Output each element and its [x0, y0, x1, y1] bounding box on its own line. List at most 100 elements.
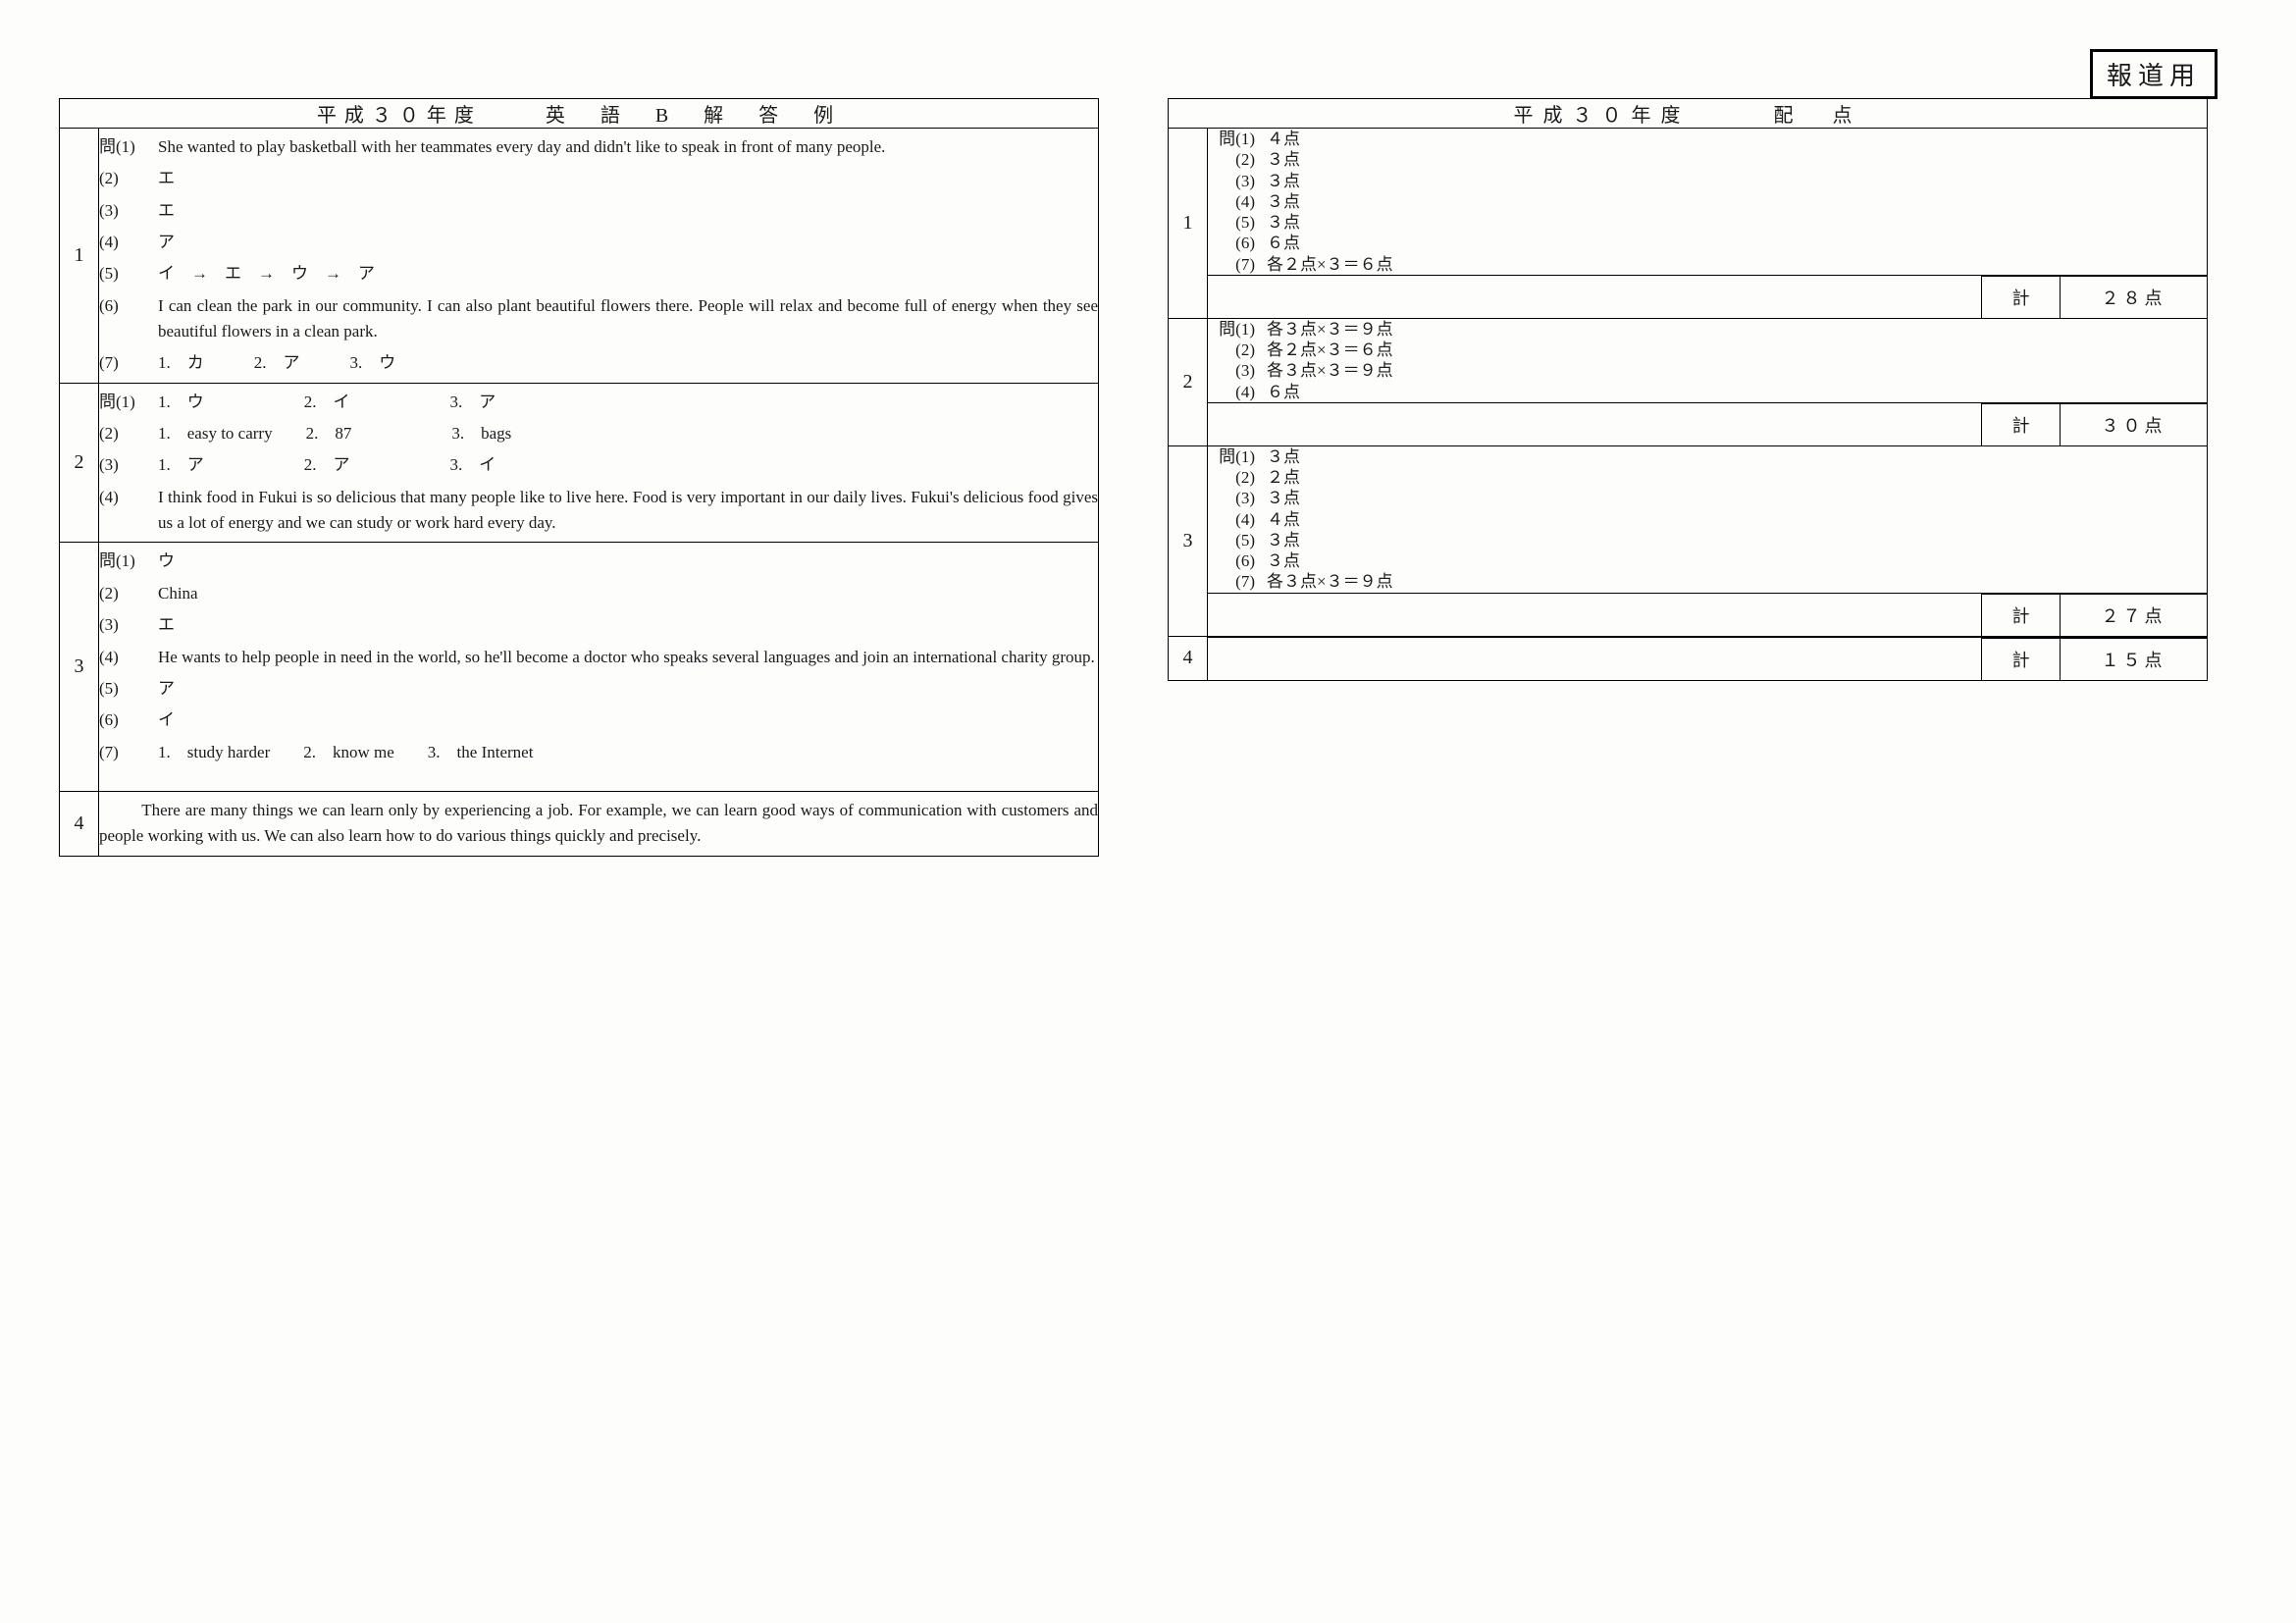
pt-label: (5)	[1208, 530, 1267, 550]
pt-label: (2)	[1208, 467, 1267, 488]
q-body: ウ	[158, 549, 1098, 574]
pt-val: ３点	[1267, 530, 1300, 550]
points-row: 2 問(1)各３点×３＝９点 (2)各２点×３＝６点 (3)各３点×３＝９点 (…	[1169, 318, 2208, 402]
q-label: (4)	[99, 485, 158, 537]
subtotal-label: 計	[1981, 276, 2060, 318]
subtotal-row: 計 １５点	[1169, 637, 2208, 680]
q-label: 問(1)	[99, 134, 158, 160]
section-content: There are many things we can learn only …	[99, 791, 1099, 856]
pt-label: (4)	[1208, 509, 1267, 530]
pt-val: 各２点×３＝６点	[1267, 254, 1393, 275]
pt-label: 問(1)	[1208, 129, 1267, 149]
q-label: (3)	[99, 612, 158, 638]
section-row: 4 There are many things we can learn onl…	[60, 791, 1099, 856]
press-stamp: 報道用	[2090, 49, 2218, 99]
pt-label: (5)	[1208, 212, 1267, 233]
q-label: (5)	[99, 676, 158, 702]
points-content: 問(1)４点 (2)３点 (3)３点 (4)３点 (5)３点 (6)６点 (7)…	[1208, 129, 2208, 276]
pt-val: 各３点×３＝９点	[1267, 360, 1393, 381]
pt-label: (3)	[1208, 488, 1267, 508]
pt-val: 各３点×３＝９点	[1267, 319, 1393, 340]
q-label: (4)	[99, 230, 158, 255]
subtotal-label: 計	[1981, 403, 2060, 445]
section-number: 1	[60, 129, 99, 384]
section-number: 3	[60, 543, 99, 791]
subtotal-row: 計 ２８点	[1169, 275, 2208, 318]
q-body: 1. study harder 2. know me 3. the Intern…	[158, 740, 1098, 765]
pt-val: ３点	[1267, 171, 1300, 191]
q-body: イ → エ → ウ → ア	[158, 261, 1098, 287]
q-body: エ	[158, 198, 1098, 224]
q-body: He wants to help people in need in the w…	[158, 645, 1098, 670]
subtotal-row: 計 ２７点	[1169, 593, 2208, 636]
points-row: 1 問(1)４点 (2)３点 (3)３点 (4)３点 (5)３点 (6)６点 (…	[1169, 129, 2208, 276]
q-label: (2)	[99, 421, 158, 446]
points-row: 3 問(1)３点 (2)２点 (3)３点 (4)４点 (5)３点 (6)３点 (…	[1169, 445, 2208, 593]
q-label: (7)	[99, 350, 158, 376]
pt-label: (2)	[1208, 340, 1267, 360]
points-title: 配 点	[1774, 99, 1862, 128]
q-label: (2)	[99, 166, 158, 191]
pt-val: ６点	[1267, 233, 1300, 253]
q-body: ア	[158, 230, 1098, 255]
q-label: 問(1)	[99, 549, 158, 574]
section-row: 1 問(1)She wanted to play basketball with…	[60, 129, 1099, 384]
pt-label: (4)	[1208, 382, 1267, 402]
section-number: 2	[1169, 318, 1208, 445]
q-label: (4)	[99, 645, 158, 670]
subtotal-label: 計	[1981, 594, 2060, 636]
section-content: 問(1)She wanted to play basketball with h…	[99, 129, 1099, 384]
q-label: 問(1)	[99, 390, 158, 415]
subtotal-label: 計	[1981, 638, 2060, 680]
pt-val: ２点	[1267, 467, 1300, 488]
section-number: 4	[1169, 636, 1208, 680]
subtotal-value: ２７点	[2060, 594, 2207, 636]
title-label: 英 語 B 解 答 例	[546, 99, 841, 128]
q-label: (3)	[99, 198, 158, 224]
pt-val: ３点	[1267, 488, 1300, 508]
q-body: 1. ア 2. ア 3. イ	[158, 452, 1098, 478]
page-columns: 平成３０年度 英 語 B 解 答 例 1 問(1)She wanted to p…	[59, 98, 2237, 857]
section-number: 3	[1169, 445, 1208, 636]
points-content: 問(1)各３点×３＝９点 (2)各２点×３＝６点 (3)各３点×３＝９点 (4)…	[1208, 318, 2208, 402]
q-body: China	[158, 581, 1098, 606]
subtotal-row: 計 ３０点	[1169, 402, 2208, 445]
q-body: ア	[158, 676, 1098, 702]
section-number: 2	[60, 383, 99, 543]
section-content: 問(1)ウ (2)China (3)エ (4)He wants to help …	[99, 543, 1099, 791]
pt-label: (2)	[1208, 149, 1267, 170]
pt-label: (6)	[1208, 550, 1267, 571]
q-label: (6)	[99, 707, 158, 733]
section-content: 問(1)1. ウ 2. イ 3. ア (2)1. easy to carry 2…	[99, 383, 1099, 543]
pt-val: ３点	[1267, 212, 1300, 233]
pt-val: ３点	[1267, 550, 1300, 571]
subtotal-value: １５点	[2060, 638, 2207, 680]
q-label: (2)	[99, 581, 158, 606]
answer-table: 平成３０年度 英 語 B 解 答 例 1 問(1)She wanted to p…	[59, 98, 1099, 857]
section-row: 2 問(1)1. ウ 2. イ 3. ア (2)1. easy to carry…	[60, 383, 1099, 543]
subtotal-value: ２８点	[2060, 276, 2207, 318]
pt-val: ３点	[1267, 191, 1300, 212]
pt-val: ４点	[1267, 509, 1300, 530]
q-body: イ	[158, 707, 1098, 733]
pt-val: ３点	[1267, 446, 1300, 467]
pt-val: 各３点×３＝９点	[1267, 571, 1393, 592]
q-label: (3)	[99, 452, 158, 478]
points-content: 問(1)３点 (2)２点 (3)３点 (4)４点 (5)３点 (6)３点 (7)…	[1208, 445, 2208, 593]
pt-val: ４点	[1267, 129, 1300, 149]
points-sheet: 平成３０年度 配 点 1 問(1)４点 (2)３点 (3)３点 (4)３点 (5…	[1168, 98, 2208, 857]
year-label: 平成３０年度	[1514, 99, 1691, 128]
pt-label: (4)	[1208, 191, 1267, 212]
subtotal-value: ３０点	[2060, 403, 2207, 445]
q-body: エ	[158, 166, 1098, 191]
q-label: (7)	[99, 740, 158, 765]
q-body: 1. カ 2. ア 3. ウ	[158, 350, 1098, 376]
section-number: 1	[1169, 129, 1208, 319]
pt-label: (3)	[1208, 171, 1267, 191]
q-body: There are many things we can learn only …	[99, 798, 1098, 850]
pt-label: (6)	[1208, 233, 1267, 253]
q-body: She wanted to play basketball with her t…	[158, 134, 1098, 160]
pt-val: 各２点×３＝６点	[1267, 340, 1393, 360]
section-number: 4	[60, 791, 99, 856]
answer-header: 平成３０年度 英 語 B 解 答 例	[60, 99, 1099, 129]
